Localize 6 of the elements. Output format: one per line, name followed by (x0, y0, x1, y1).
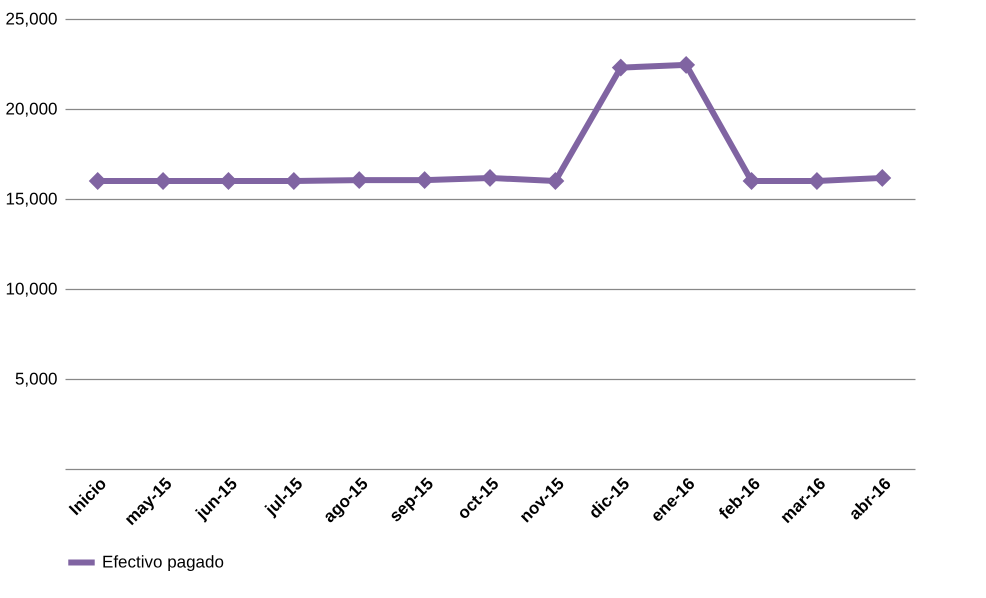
y-tick-label: 10,000 (6, 280, 58, 298)
y-tick-label: 20,000 (6, 100, 58, 118)
y-tick-label: 25,000 (6, 10, 58, 28)
y-tick-label: 15,000 (6, 190, 58, 208)
legend-label: Efectivo pagado (102, 552, 224, 572)
y-tick-label: 5,000 (14, 370, 58, 388)
